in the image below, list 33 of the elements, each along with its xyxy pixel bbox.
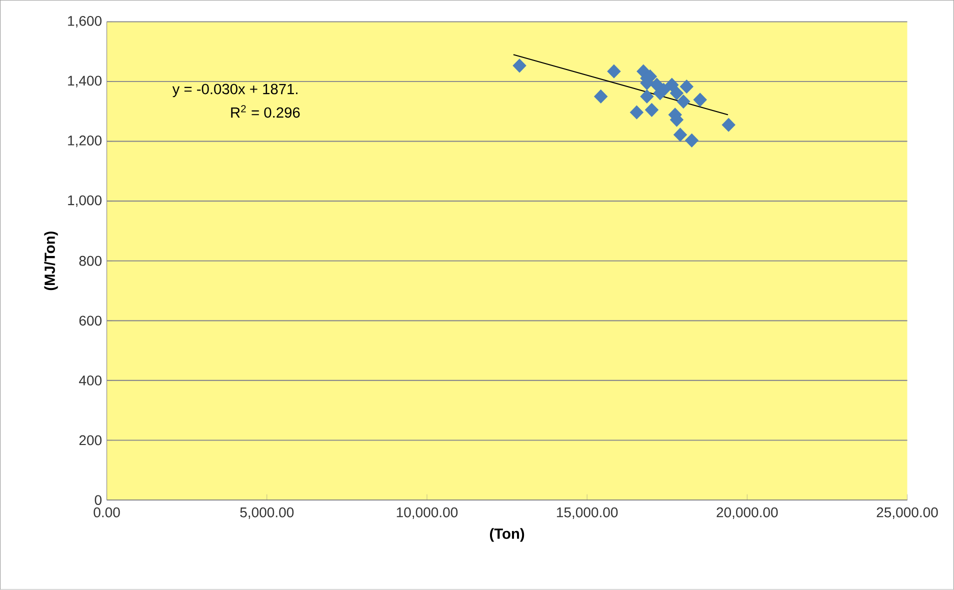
y-tick-label: 1,000 [68, 195, 102, 207]
point [673, 128, 688, 142]
y-tick-label: 400 [79, 376, 102, 386]
y-tick-label: 1,200 [68, 136, 102, 148]
point [594, 90, 608, 104]
y-tick-label: 1,400 [68, 76, 102, 88]
y-axis-title: (MJ/Ton) [44, 232, 58, 290]
y-tick-label: 800 [79, 256, 102, 266]
y-tick-label: 600 [79, 316, 102, 326]
x-axis-title: (Ton) [490, 528, 524, 542]
y-tick-label: 200 [79, 435, 102, 446]
point [640, 90, 654, 104]
point [607, 64, 621, 78]
point [644, 103, 659, 117]
x-tick-label: 20,000.00 [716, 508, 778, 520]
point [676, 94, 690, 109]
annotation: R$^{2}$ = 0.296 [231, 105, 300, 118]
point [665, 78, 679, 92]
x-tick-label: 0.00 [94, 508, 120, 518]
point [680, 80, 694, 94]
x-tick-label: 25,000.00 [876, 508, 938, 520]
point [670, 86, 684, 100]
annotation: y = -0.030x + 1871. [172, 84, 298, 98]
point [630, 105, 644, 120]
x-tick-label: 5,000.00 [240, 508, 294, 520]
point [512, 58, 526, 73]
point [693, 92, 707, 107]
x-tick-label: 15,000.00 [556, 508, 618, 520]
point [722, 118, 736, 132]
point [684, 134, 699, 148]
y-tick-label: 1,600 [68, 16, 102, 28]
x-tick-label: 10,000.00 [396, 508, 458, 520]
y-tick-label: 0 [94, 495, 102, 506]
